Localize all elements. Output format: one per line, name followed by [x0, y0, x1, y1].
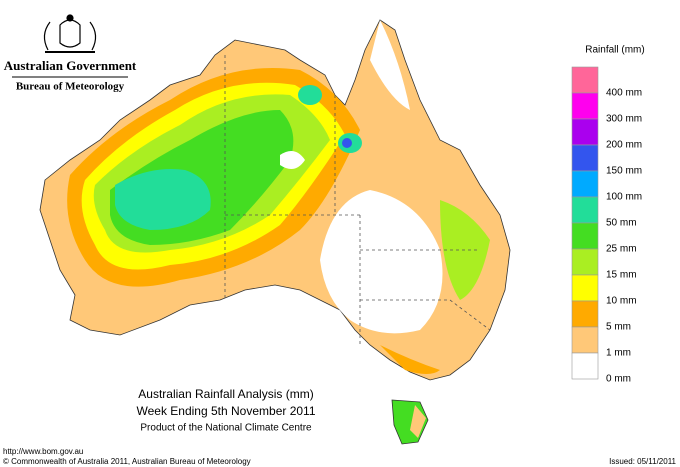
legend-label: 200 mm — [606, 140, 642, 151]
legend-label: 25 mm — [606, 244, 637, 255]
australia — [39, 19, 511, 381]
legend-swatch — [571, 66, 599, 94]
legend-swatch — [571, 300, 599, 328]
government-name: Australian Government — [4, 58, 137, 73]
legend-label: 10 mm — [606, 296, 637, 307]
legend-swatch — [571, 222, 599, 250]
legend-swatch — [571, 352, 599, 380]
agency-name: Bureau of Meteorology — [16, 81, 125, 93]
legend-label: 100 mm — [606, 192, 642, 203]
legend-title: Rainfall (mm) — [585, 45, 644, 56]
legend-label: 50 mm — [606, 218, 637, 229]
legend-swatch — [571, 274, 599, 302]
tasmania-east — [410, 405, 426, 438]
coat-of-arms — [43, 14, 97, 53]
legend-label: 1 mm — [606, 348, 631, 359]
legend-swatch — [571, 144, 599, 172]
legend-swatch — [571, 92, 599, 120]
legend-swatch — [571, 118, 599, 146]
map-subtitle: Week Ending 5th November 2011 — [137, 404, 316, 418]
legend-swatch — [571, 170, 599, 198]
legend-label: 300 mm — [606, 114, 642, 125]
footer-url: http://www.bom.gov.au — [3, 447, 83, 456]
legend-swatch — [571, 196, 599, 224]
legend-label: 0 mm — [606, 374, 631, 385]
map-title: Australian Rainfall Analysis (mm) — [138, 387, 313, 401]
footer-issued: Issued: 05/11/2011 — [609, 457, 676, 466]
legend-label: 150 mm — [606, 166, 642, 177]
legend-label: 15 mm — [606, 270, 637, 281]
legend-swatch — [571, 326, 599, 354]
map-credit: Product of the National Climate Centre — [140, 423, 312, 434]
legend-label: 5 mm — [606, 322, 631, 333]
legend: 400 mm 300 mm 200 mm 150 mm 100 mm 50 mm 25 mm… — [571, 66, 642, 385]
legend-swatch — [571, 248, 599, 276]
footer-copyright: © Commonwealth of Australia 2011, Austra… — [3, 457, 251, 466]
legend-label: 400 mm — [606, 88, 642, 99]
